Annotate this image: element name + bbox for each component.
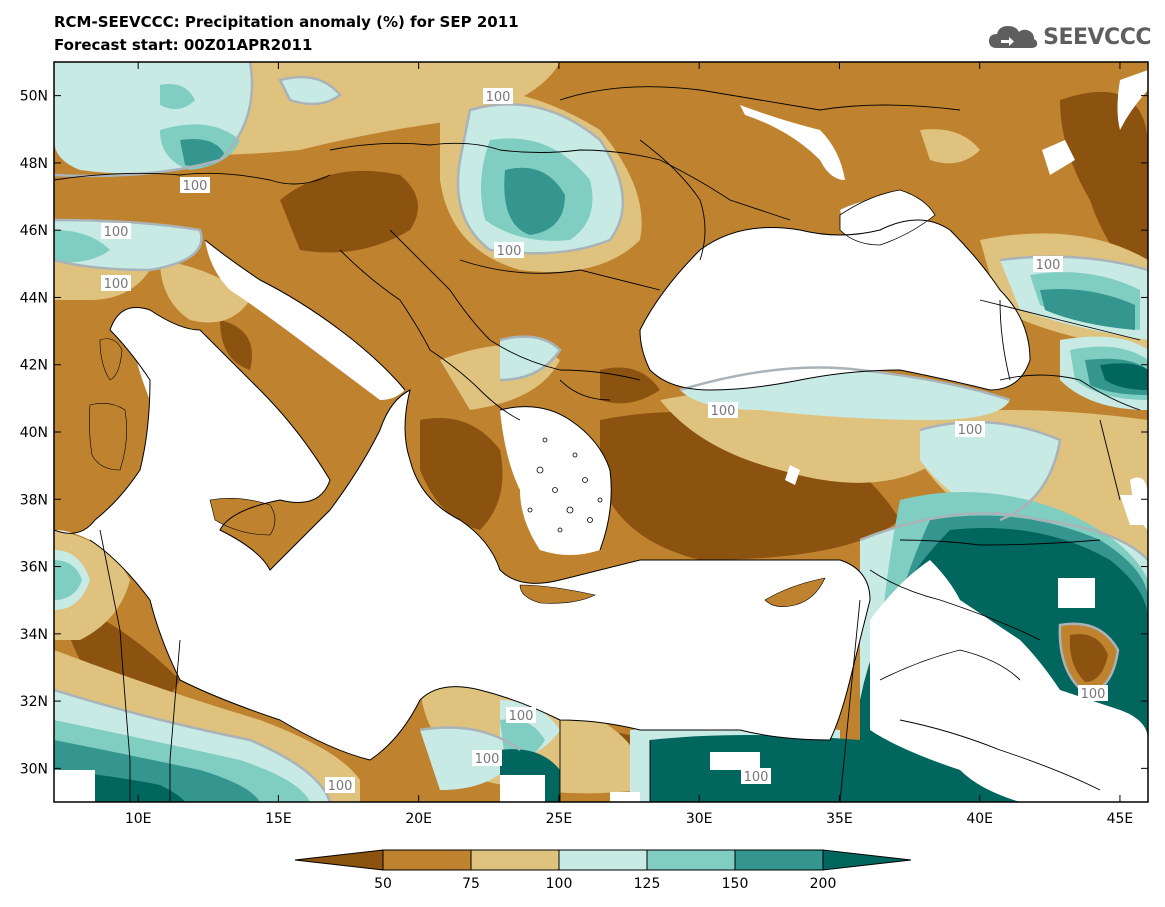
svg-text:100: 100	[486, 90, 511, 105]
lat-tick-label: 38N	[20, 492, 48, 508]
anomaly-patch-iraq-core	[1069, 634, 1108, 682]
svg-text:100: 100	[328, 779, 353, 794]
lat-tick-label: 36N	[20, 560, 48, 576]
contour-label: 100	[180, 177, 210, 194]
svg-text:100: 100	[711, 404, 736, 419]
contour-label: 100	[325, 777, 355, 794]
sea-mask	[54, 70, 1148, 802]
logo-text: SEEVCCC	[1043, 24, 1151, 50]
lon-tick-label: 30E	[686, 811, 713, 827]
lon-tick-label: 10E	[125, 811, 152, 827]
contour-labels: 100 100 100 100 100 100 100 100 100 100 …	[101, 88, 1108, 794]
contour-label: 100	[483, 88, 513, 105]
contour-label: 100	[955, 421, 985, 438]
seevccc-logo: SEEVCCC	[987, 22, 1151, 52]
aegean-islands	[527, 437, 603, 533]
contour-label: 100	[708, 402, 738, 419]
colorbar-label: 200	[810, 876, 837, 892]
colorbar-segment-above	[822, 849, 912, 871]
contour-label: 100	[472, 750, 502, 767]
colorbar: 50 75 100 125 150 200	[294, 849, 912, 892]
colorbar-label: 125	[634, 876, 661, 892]
lat-tick-label: 46N	[20, 223, 48, 239]
colorbar-segment	[470, 849, 560, 871]
lat-tick-label: 48N	[20, 156, 48, 172]
figure-title: RCM-SEEVCCC: Precipitation anomaly (%) f…	[54, 13, 519, 31]
cloud-icon	[989, 26, 1038, 48]
lat-tick-label: 40N	[20, 425, 48, 441]
contour-100	[54, 62, 1148, 802]
coastlines	[54, 219, 1031, 761]
colorbar-label: 100	[546, 876, 573, 892]
crimea	[839, 189, 936, 246]
lon-tick-label: 20E	[405, 811, 432, 827]
svg-text:100: 100	[104, 277, 129, 292]
lon-tick-label: 35E	[826, 811, 853, 827]
colorbar-segment-below	[294, 849, 384, 871]
contour-label: 100	[1078, 685, 1108, 702]
svg-text:100: 100	[1081, 687, 1106, 702]
lat-tick-label: 34N	[20, 627, 48, 643]
colorbar-label: 50	[374, 876, 392, 892]
longitude-axis: 10E 15E 20E 25E 30E 35E 40E 45E	[125, 62, 1133, 827]
contour-label: 100	[101, 223, 131, 240]
lon-tick-label: 15E	[265, 811, 292, 827]
colorbar-segment	[558, 849, 648, 871]
svg-text:100: 100	[744, 770, 769, 785]
svg-text:100: 100	[1036, 258, 1061, 273]
islands	[89, 338, 826, 607]
country-borders	[54, 86, 1141, 802]
colorbar-segment	[382, 849, 472, 871]
svg-text:100: 100	[475, 752, 500, 767]
lat-tick-label: 50N	[20, 89, 48, 105]
figure-subtitle: Forecast start: 00Z01APR2011	[54, 36, 313, 54]
colorbar-label: 75	[462, 876, 480, 892]
colorbar-segment	[646, 849, 736, 871]
lon-tick-label: 45E	[1107, 811, 1134, 827]
lat-tick-label: 42N	[20, 358, 48, 374]
lon-tick-label: 25E	[546, 811, 573, 827]
contour-label: 100	[1033, 256, 1063, 273]
lat-tick-label: 30N	[20, 761, 48, 777]
contour-label: 100	[101, 275, 131, 292]
contour-label: 100	[741, 768, 771, 785]
colorbar-segment	[734, 849, 824, 871]
lon-tick-label: 40E	[966, 811, 993, 827]
contour-label: 100	[494, 242, 524, 259]
latitude-axis: 50N 48N 46N 44N 42N 40N 38N 36N 34N 32N 30N	[20, 89, 1148, 777]
svg-text:100: 100	[958, 423, 983, 438]
contour-label: 100	[506, 707, 536, 724]
svg-text:100: 100	[509, 709, 534, 724]
lat-tick-label: 32N	[20, 694, 48, 710]
svg-text:100: 100	[104, 225, 129, 240]
colorbar-label: 150	[722, 876, 749, 892]
svg-text:100: 100	[183, 179, 208, 194]
svg-text:100: 100	[497, 244, 522, 259]
lat-tick-label: 44N	[20, 290, 48, 306]
